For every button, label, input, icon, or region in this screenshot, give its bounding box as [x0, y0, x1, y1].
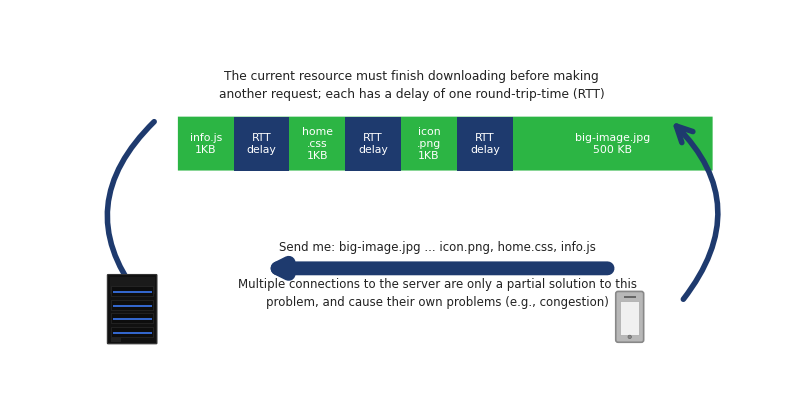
- Bar: [112, 318, 152, 320]
- Bar: [110, 277, 155, 294]
- Bar: [111, 338, 120, 342]
- FancyBboxPatch shape: [615, 292, 643, 342]
- Text: icon
.png
1KB: icon .png 1KB: [416, 127, 440, 160]
- Text: RTT
delay: RTT delay: [246, 133, 276, 155]
- Bar: [112, 305, 152, 307]
- Bar: [622, 296, 635, 298]
- Bar: [620, 301, 638, 334]
- Bar: [456, 117, 512, 170]
- FancyBboxPatch shape: [178, 117, 711, 170]
- Text: Multiple connections to the server are only a partial solution to this
problem, : Multiple connections to the server are o…: [237, 277, 636, 309]
- Text: RTT
delay: RTT delay: [358, 133, 387, 155]
- Text: big-image.jpg
500 KB: big-image.jpg 500 KB: [574, 133, 650, 155]
- Bar: [111, 300, 153, 310]
- Text: home
.css
1KB: home .css 1KB: [302, 127, 333, 160]
- Bar: [111, 314, 153, 323]
- Bar: [345, 117, 400, 170]
- Bar: [111, 286, 153, 296]
- Bar: [111, 327, 153, 337]
- Text: RTT
delay: RTT delay: [469, 133, 499, 155]
- FancyBboxPatch shape: [107, 275, 156, 344]
- Text: Send me: big-image.jpg ... icon.png, home.css, info.js: Send me: big-image.jpg ... icon.png, hom…: [279, 241, 595, 255]
- Bar: [112, 292, 152, 294]
- Text: The current resource must finish downloading before making
another request; each: The current resource must finish downloa…: [218, 71, 604, 101]
- Bar: [233, 117, 289, 170]
- Circle shape: [627, 335, 630, 338]
- Text: info.js
1KB: info.js 1KB: [189, 133, 221, 155]
- Bar: [112, 332, 152, 334]
